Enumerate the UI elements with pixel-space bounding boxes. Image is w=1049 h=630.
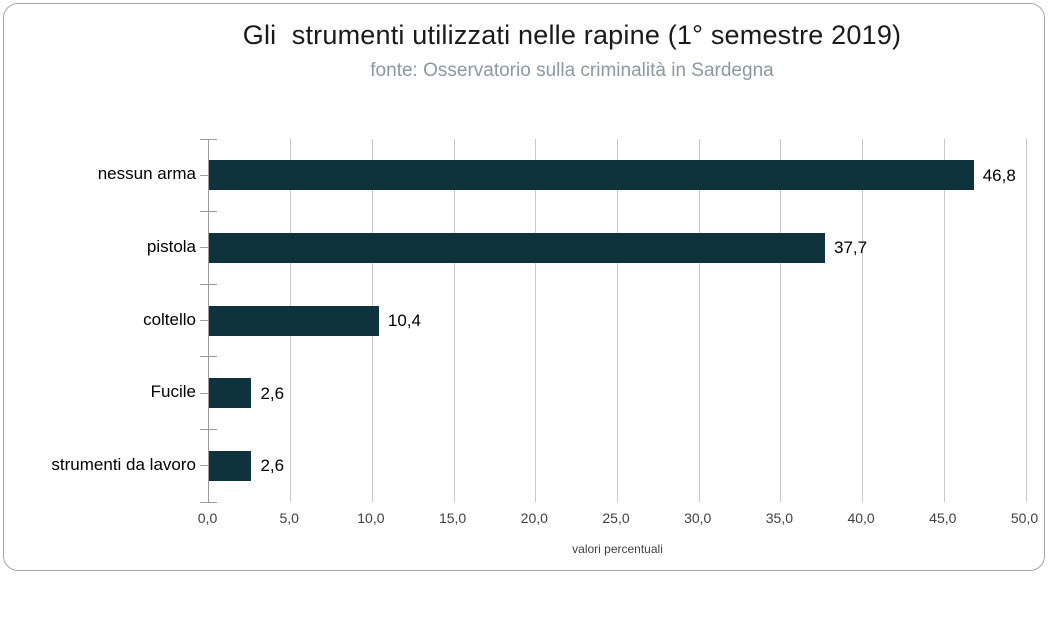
gridline	[453, 139, 455, 502]
category-label: nessun arma	[97, 164, 196, 184]
bar-nessun-arma	[209, 160, 974, 191]
gridline	[862, 139, 864, 502]
value-label: 2,6	[260, 456, 285, 476]
category-axis-major-tick	[200, 356, 217, 358]
x-tick-label: 15,0	[438, 510, 467, 526]
category-label: coltello	[143, 309, 196, 329]
chart-subtitle: fonte: Osservatorio sulla criminalità in…	[370, 60, 774, 81]
x-tick-label: 0,0	[197, 510, 218, 526]
category-axis-minor-tick	[200, 392, 209, 394]
category-axis-major-tick	[200, 138, 217, 140]
value-label: 37,7	[834, 238, 868, 258]
x-tick-label: 45,0	[929, 510, 957, 526]
category-axis-major-tick	[200, 283, 217, 285]
x-tick-label: 50,0	[1010, 510, 1039, 526]
category-axis-minor-tick	[200, 465, 209, 467]
x-tick-label: 5,0	[279, 510, 299, 526]
chart-frame: Gli strumenti utilizzati nelle rapine (1…	[3, 3, 1045, 571]
x-tick-label: 35,0	[765, 510, 794, 526]
value-label: 46,8	[982, 165, 1016, 185]
x-tick-label: 10,0	[357, 510, 385, 526]
category-axis-minor-tick	[200, 247, 209, 249]
bar-Fucile	[209, 378, 252, 409]
category-axis-major-tick	[200, 428, 217, 430]
gridline	[943, 139, 945, 502]
gridline	[617, 139, 618, 502]
plot-area: 46,8 37,7 10,4 2,6 2,6	[200, 138, 1027, 503]
x-tick-label: 25,0	[602, 510, 630, 526]
x-axis-title: valori percentuali	[572, 542, 663, 556]
value-label: 2,6	[260, 383, 285, 403]
bar-coltello	[209, 305, 379, 336]
chart-title: Gli strumenti utilizzati nelle rapine (1…	[242, 20, 902, 50]
x-tick-label: 20,0	[520, 510, 548, 526]
category-axis-major-tick	[200, 211, 217, 213]
category-axis-minor-tick	[200, 174, 209, 176]
x-tick-label: 30,0	[684, 510, 712, 526]
category-label: pistola	[146, 236, 196, 256]
category-axis-minor-tick	[200, 320, 209, 321]
gridline	[535, 139, 537, 502]
category-label: strumenti da lavoro	[51, 454, 196, 474]
gridline	[1025, 139, 1027, 502]
gridline	[698, 139, 700, 502]
bar-strumenti-da-lavoro	[209, 450, 252, 481]
category-label: Fucile	[150, 382, 196, 402]
bar-pistola	[209, 232, 826, 263]
value-label: 10,4	[387, 311, 422, 330]
x-tick-label: 40,0	[847, 510, 875, 526]
category-axis-major-tick	[200, 501, 217, 503]
gridline	[780, 139, 782, 502]
